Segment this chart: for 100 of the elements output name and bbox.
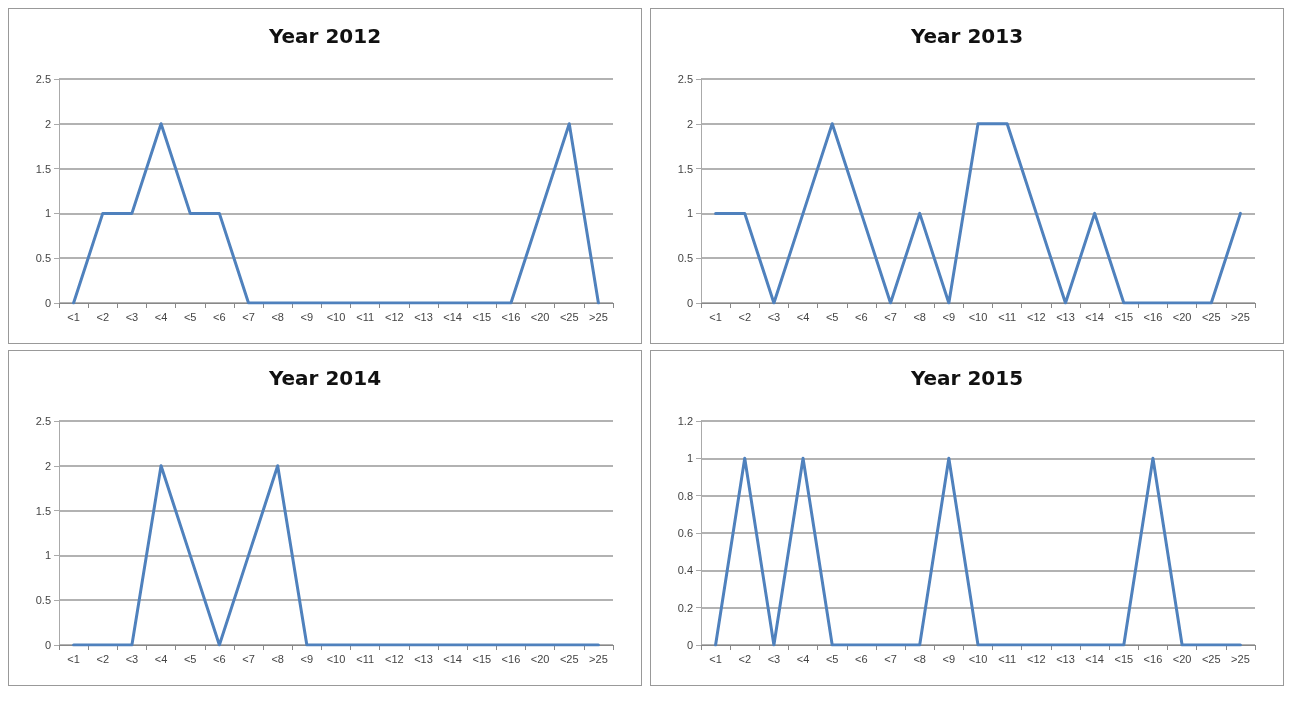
x-tick-label: <12: [1026, 310, 1046, 323]
x-tick-label: <16: [1143, 310, 1163, 323]
x-tick-label: <4: [154, 310, 168, 323]
x-tick-label: <25: [1201, 652, 1221, 665]
x-tick-label: <3: [125, 652, 139, 665]
x-tick-label: <2: [96, 652, 110, 665]
x-tick-label: <8: [271, 652, 284, 665]
x-tick-label: <13: [1056, 652, 1075, 665]
chart-title: Year 2012: [267, 24, 382, 48]
x-tick-label: <1: [709, 652, 722, 665]
y-tick-label: 1.5: [35, 162, 51, 175]
chart-title: Year 2015: [909, 366, 1024, 390]
y-tick-label: 1.2: [677, 415, 693, 427]
x-tick-label: <11: [998, 310, 1017, 323]
y-tick-label: 0.5: [35, 594, 51, 607]
y-tick-label: 2.5: [677, 73, 693, 85]
x-tick-label: <11: [998, 652, 1017, 665]
y-tick-label: 0: [686, 639, 693, 651]
x-tick-label: <15: [472, 652, 492, 665]
x-tick-label: <1: [67, 652, 80, 665]
x-tick-label: >25: [1231, 310, 1250, 323]
x-tick-label: <4: [154, 652, 168, 665]
x-tick-label: <2: [96, 310, 110, 323]
x-tick-label: <13: [414, 310, 433, 323]
x-tick-label: <12: [1026, 652, 1046, 665]
x-tick-label: <3: [125, 310, 139, 323]
x-tick-label: <7: [884, 310, 897, 323]
y-tick-label: 0: [44, 297, 51, 309]
x-tick-label: <13: [414, 652, 433, 665]
x-tick-label: <3: [767, 652, 781, 665]
x-tick-label: <12: [384, 652, 404, 665]
x-tick-label: <9: [300, 310, 314, 323]
x-tick-label: <7: [884, 652, 897, 665]
y-tick-label: 2: [686, 117, 693, 130]
x-tick-label: <1: [709, 310, 722, 323]
y-tick-label: 1.5: [677, 162, 693, 175]
x-tick-label: <14: [443, 652, 462, 665]
x-tick-label: <9: [942, 310, 956, 323]
x-tick-label: <8: [913, 310, 926, 323]
x-tick-label: >25: [1231, 652, 1250, 665]
x-tick-label: <2: [738, 652, 752, 665]
y-tick-label: 2.5: [35, 73, 51, 85]
x-tick-label: <12: [384, 310, 404, 323]
x-tick-label: <5: [183, 310, 197, 323]
y-tick-label: 1.5: [35, 504, 51, 517]
y-tick-label: 0: [686, 297, 693, 309]
y-tick-label: 2: [44, 459, 51, 472]
x-tick-label: <6: [213, 310, 226, 323]
x-tick-label: <2: [738, 310, 752, 323]
x-tick-label: <6: [855, 652, 868, 665]
x-tick-label: <10: [968, 652, 988, 665]
x-tick-label: <15: [1114, 652, 1134, 665]
y-tick-label: 0: [44, 639, 51, 651]
x-tick-label: <1: [67, 310, 80, 323]
x-tick-label: <15: [1114, 310, 1134, 323]
x-tick-label: <11: [356, 652, 375, 665]
y-tick-label: 0.5: [35, 252, 51, 265]
y-tick-label: 0.5: [677, 252, 693, 265]
x-tick-label: <16: [501, 652, 521, 665]
y-tick-label: 2.5: [35, 415, 51, 427]
x-tick-label: <5: [825, 310, 839, 323]
x-tick-label: <8: [271, 310, 284, 323]
x-tick-label: <14: [1085, 310, 1104, 323]
chart-title: Year 2014: [267, 366, 382, 390]
y-tick-label: 2: [44, 117, 51, 130]
x-tick-label: <15: [472, 310, 492, 323]
y-tick-label: 0.8: [677, 489, 693, 502]
chart-title: Year 2013: [909, 24, 1024, 48]
x-tick-label: <25: [559, 652, 579, 665]
x-tick-label: <4: [796, 310, 810, 323]
x-tick-label: >25: [589, 652, 608, 665]
x-tick-label: <16: [1143, 652, 1163, 665]
x-tick-label: <20: [530, 310, 550, 323]
x-tick-label: <8: [913, 652, 926, 665]
x-tick-label: <10: [326, 310, 346, 323]
y-tick-label: 1: [44, 549, 51, 562]
y-tick-label: 0.2: [677, 601, 693, 614]
x-tick-label: <14: [1085, 652, 1104, 665]
x-tick-label: <11: [356, 310, 375, 323]
x-tick-label: <6: [855, 310, 868, 323]
x-tick-label: <20: [1172, 310, 1192, 323]
x-tick-label: <5: [825, 652, 839, 665]
x-tick-label: <16: [501, 310, 521, 323]
y-tick-label: 1: [44, 207, 51, 220]
x-tick-label: <6: [213, 652, 226, 665]
x-tick-label: <3: [767, 310, 781, 323]
x-tick-label: <4: [796, 652, 810, 665]
x-tick-label: <10: [968, 310, 988, 323]
x-tick-label: <20: [530, 652, 550, 665]
x-tick-label: <5: [183, 652, 197, 665]
x-tick-label: <10: [326, 652, 346, 665]
x-tick-label: <25: [1201, 310, 1221, 323]
x-tick-label: <9: [300, 652, 314, 665]
x-tick-label: <14: [443, 310, 462, 323]
x-tick-label: <7: [242, 310, 255, 323]
y-tick-label: 0.6: [677, 527, 693, 539]
y-tick-label: 1: [686, 452, 693, 465]
x-tick-label: <25: [559, 310, 579, 323]
y-tick-label: 0.4: [677, 564, 693, 577]
x-tick-label: <7: [242, 652, 255, 665]
